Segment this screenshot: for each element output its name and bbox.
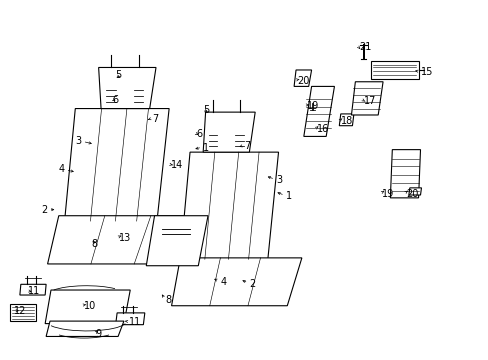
Text: 2: 2 [41, 205, 47, 215]
Polygon shape [351, 82, 382, 115]
Text: 14: 14 [170, 160, 183, 170]
Text: 15: 15 [420, 67, 432, 77]
Polygon shape [64, 109, 169, 221]
Text: 17: 17 [363, 96, 375, 106]
Text: 10: 10 [84, 301, 96, 311]
Text: 21: 21 [358, 42, 370, 52]
Text: 5: 5 [116, 69, 122, 80]
Text: 12: 12 [14, 306, 26, 316]
Text: 6: 6 [112, 95, 118, 105]
Text: 11: 11 [128, 317, 141, 327]
Polygon shape [45, 290, 130, 324]
Text: 6: 6 [196, 129, 202, 139]
Polygon shape [146, 216, 207, 266]
Polygon shape [20, 284, 46, 295]
Polygon shape [10, 304, 36, 321]
Text: 8: 8 [91, 239, 97, 249]
Text: 18: 18 [340, 116, 352, 126]
Text: 3: 3 [276, 175, 282, 185]
Text: 20: 20 [296, 76, 309, 86]
Text: 4: 4 [220, 277, 226, 287]
Text: 16: 16 [316, 124, 328, 134]
Text: 7: 7 [244, 141, 250, 151]
Text: 3: 3 [75, 136, 81, 146]
Polygon shape [389, 150, 420, 198]
Text: 4: 4 [59, 164, 64, 174]
Polygon shape [408, 188, 421, 195]
Polygon shape [171, 258, 301, 306]
Polygon shape [303, 86, 334, 136]
Text: 9: 9 [95, 329, 101, 339]
Text: 11: 11 [28, 287, 41, 296]
Polygon shape [47, 216, 198, 264]
Text: 5: 5 [203, 105, 209, 115]
Polygon shape [203, 112, 255, 152]
Polygon shape [99, 67, 156, 109]
Polygon shape [293, 70, 311, 86]
Polygon shape [370, 62, 418, 79]
Text: 19: 19 [381, 189, 393, 199]
Text: 7: 7 [152, 114, 158, 124]
Text: 1: 1 [285, 191, 291, 201]
Polygon shape [116, 313, 144, 325]
Text: 19: 19 [306, 101, 318, 111]
Polygon shape [46, 321, 123, 337]
Text: 20: 20 [405, 189, 417, 199]
Text: 13: 13 [119, 233, 131, 243]
Polygon shape [180, 152, 278, 259]
Polygon shape [339, 114, 353, 126]
Text: 8: 8 [165, 295, 171, 305]
Text: 1: 1 [203, 143, 209, 153]
Text: 2: 2 [249, 279, 255, 289]
